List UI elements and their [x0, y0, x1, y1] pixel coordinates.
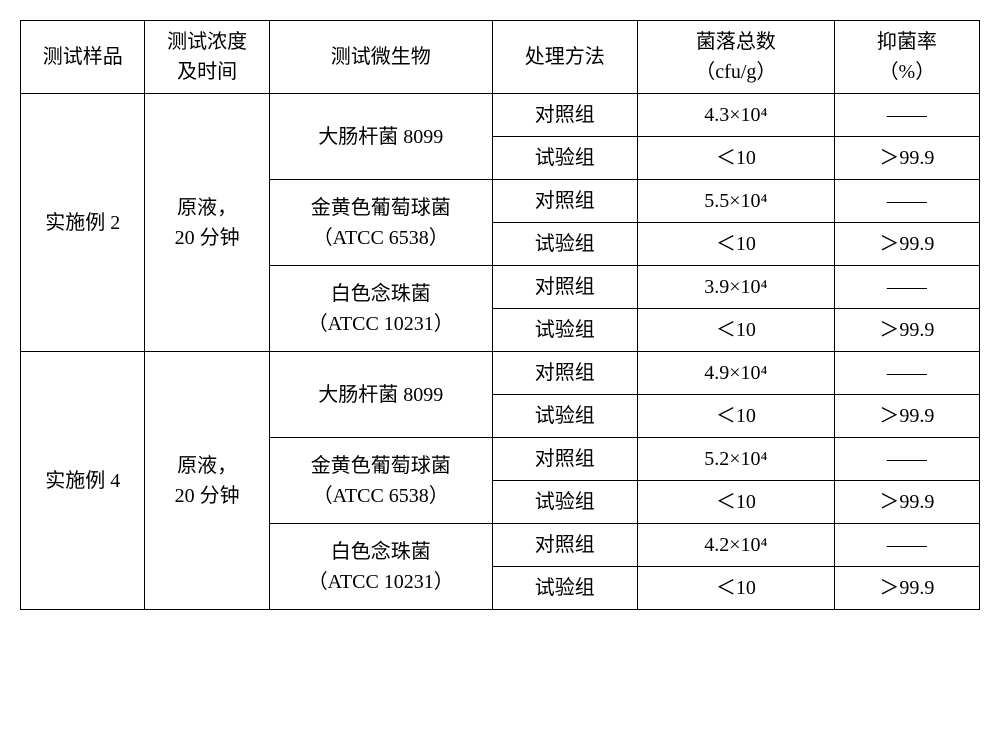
cell-microbe: 白色念珠菌（ATCC 10231）: [269, 266, 492, 352]
cell-method: 试验组: [492, 481, 637, 524]
col-header-sample: 测试样品: [21, 21, 145, 94]
table-row: 实施例 4 原液，20 分钟 大肠杆菌 8099 对照组 4.9×10⁴ ——: [21, 352, 980, 395]
cell-microbe: 金黄色葡萄球菌（ATCC 6538）: [269, 438, 492, 524]
col-header-microbe: 测试微生物: [269, 21, 492, 94]
cell-count: 4.2×10⁴: [637, 524, 834, 567]
cell-microbe: 白色念珠菌（ATCC 10231）: [269, 524, 492, 610]
cell-method: 对照组: [492, 94, 637, 137]
cell-count: 5.2×10⁴: [637, 438, 834, 481]
cell-rate: ＞99.9: [834, 481, 979, 524]
col-header-rate: 抑菌率（%）: [834, 21, 979, 94]
cell-method: 对照组: [492, 266, 637, 309]
cell-rate: ——: [834, 352, 979, 395]
cell-count: 4.9×10⁴: [637, 352, 834, 395]
col-header-count: 菌落总数（cfu/g）: [637, 21, 834, 94]
cell-rate: ——: [834, 94, 979, 137]
cell-method: 试验组: [492, 395, 637, 438]
table-body: 实施例 2 原液，20 分钟 大肠杆菌 8099 对照组 4.3×10⁴ —— …: [21, 94, 980, 610]
cell-rate: ——: [834, 438, 979, 481]
table-header: 测试样品 测试浓度及时间 测试微生物 处理方法 菌落总数（cfu/g） 抑菌率（…: [21, 21, 980, 94]
cell-count: ＜10: [637, 309, 834, 352]
cell-count: ＜10: [637, 395, 834, 438]
cell-method: 对照组: [492, 524, 637, 567]
cell-rate: ＞99.9: [834, 223, 979, 266]
cell-microbe: 金黄色葡萄球菌（ATCC 6538）: [269, 180, 492, 266]
cell-rate: ＞99.9: [834, 309, 979, 352]
cell-count: 3.9×10⁴: [637, 266, 834, 309]
cell-conc: 原液，20 分钟: [145, 94, 269, 352]
cell-rate: ——: [834, 524, 979, 567]
cell-count: ＜10: [637, 567, 834, 610]
cell-sample: 实施例 4: [21, 352, 145, 610]
table-row: 实施例 2 原液，20 分钟 大肠杆菌 8099 对照组 4.3×10⁴ ——: [21, 94, 980, 137]
cell-method: 试验组: [492, 309, 637, 352]
cell-method: 对照组: [492, 352, 637, 395]
cell-method: 试验组: [492, 567, 637, 610]
cell-rate: ＞99.9: [834, 567, 979, 610]
cell-microbe: 大肠杆菌 8099: [269, 352, 492, 438]
cell-rate: ——: [834, 266, 979, 309]
cell-method: 对照组: [492, 180, 637, 223]
cell-sample: 实施例 2: [21, 94, 145, 352]
cell-count: ＜10: [637, 481, 834, 524]
cell-microbe: 大肠杆菌 8099: [269, 94, 492, 180]
cell-rate: ——: [834, 180, 979, 223]
col-header-conc: 测试浓度及时间: [145, 21, 269, 94]
cell-method: 对照组: [492, 438, 637, 481]
antibacterial-results-table: 测试样品 测试浓度及时间 测试微生物 处理方法 菌落总数（cfu/g） 抑菌率（…: [20, 20, 980, 610]
cell-count: 4.3×10⁴: [637, 94, 834, 137]
cell-rate: ＞99.9: [834, 137, 979, 180]
cell-count: ＜10: [637, 223, 834, 266]
cell-method: 试验组: [492, 137, 637, 180]
cell-conc: 原液，20 分钟: [145, 352, 269, 610]
cell-count: 5.5×10⁴: [637, 180, 834, 223]
cell-count: ＜10: [637, 137, 834, 180]
cell-rate: ＞99.9: [834, 395, 979, 438]
cell-method: 试验组: [492, 223, 637, 266]
col-header-method: 处理方法: [492, 21, 637, 94]
